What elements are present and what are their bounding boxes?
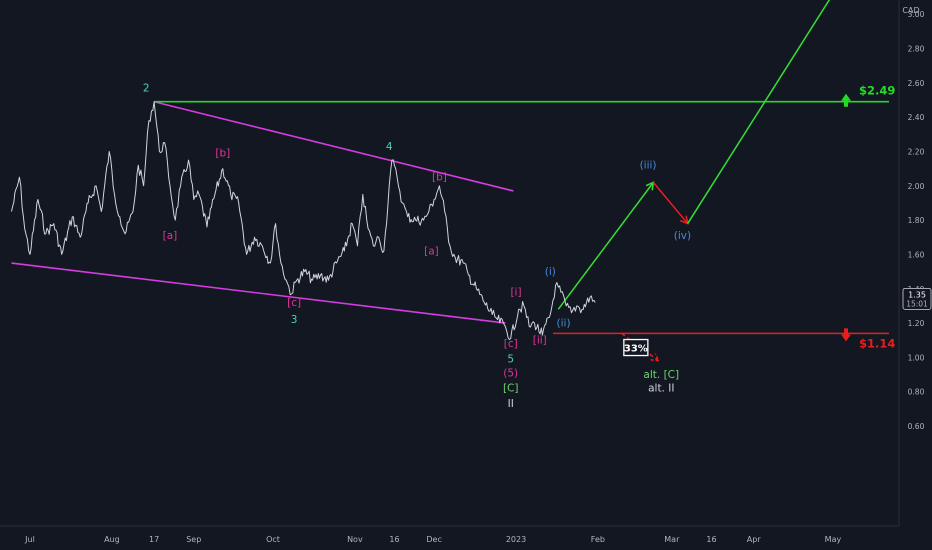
wave-label: alt. [C] [643, 369, 679, 381]
time-tick-label: 2023 [506, 535, 526, 544]
wave-label: 3 [291, 314, 298, 326]
wave-label: [C] [503, 383, 519, 395]
time-tick-label: Dec [426, 535, 441, 544]
wave-label: (iv) [674, 230, 691, 242]
time-tick-label: Oct [266, 535, 280, 544]
wave-label: (ii) [557, 318, 571, 330]
price-tick-label: 2.00 [908, 182, 925, 191]
price-tick-label: 3.00 [908, 10, 925, 19]
price-tick-label: 1.20 [908, 319, 925, 328]
time-tick-label: Feb [591, 535, 605, 544]
arrow-down-icon [841, 328, 851, 342]
time-tick-label: 17 [149, 535, 159, 544]
price-tick-label: 0.80 [908, 388, 925, 397]
time-tick-label: 16 [706, 535, 716, 544]
time-tick-label: Apr [747, 535, 762, 544]
last-price-tag[interactable] [902, 287, 932, 310]
time-tick-label: Jul [24, 535, 35, 544]
price-series-layer [11, 101, 596, 341]
wave-label: [a] [163, 230, 178, 242]
price-tick-label: 2.80 [908, 45, 925, 54]
wave-label: (5) [503, 367, 518, 379]
time-tick-label: May [825, 535, 842, 544]
wave-label: (i) [545, 266, 556, 278]
time-tick-label: Sep [186, 535, 201, 544]
last-price-value: 1.35 [908, 290, 926, 299]
projection-line [652, 181, 689, 225]
projection-arrowhead [650, 353, 660, 362]
projection-line [687, 0, 831, 224]
time-tick-label: Aug [104, 535, 120, 544]
wave-label: [c] [504, 338, 518, 350]
price-line[interactable] [11, 101, 596, 341]
wave-label: [i] [510, 287, 521, 299]
wedge-trendline [153, 100, 514, 192]
wedge-trendline [11, 262, 506, 324]
time-tick-label: 16 [389, 535, 399, 544]
wave-label: [a] [424, 245, 439, 257]
wave-label: [b] [215, 148, 230, 160]
price-tick-label: 1.60 [908, 250, 925, 259]
wave-label: 5 [507, 354, 514, 366]
probability-box [623, 338, 649, 357]
wave-labels-layer: 2 [b] [a] [c] 3 4 [b] [a] [i] (i) [c] [ii] (ii) 5(5) [… [143, 82, 691, 410]
currency-label: CAD [902, 6, 919, 15]
price-tick-label: 1.80 [908, 216, 925, 225]
arrow-up-icon [841, 93, 851, 107]
drawing-layer: $2.49 $1.14 [11, 0, 895, 362]
last-price-time: 15:01 [906, 299, 928, 308]
wave-label: [b] [432, 172, 447, 184]
level-label: $1.14 [859, 336, 895, 350]
price-tick-label: 1.00 [908, 353, 925, 362]
wave-label: alt. II [648, 383, 674, 395]
price-tick-label: 2.20 [908, 147, 925, 156]
projection-line [557, 181, 654, 310]
wave-label: (iii) [640, 160, 657, 172]
wave-label: 2 [143, 82, 150, 94]
wave-label: II [508, 398, 514, 410]
price-axis[interactable]: 0.600.801.001.201.401.601.802.002.202.40… [902, 0, 932, 431]
wave-label: 4 [386, 141, 393, 153]
price-tick-label: 2.40 [908, 113, 925, 122]
price-tick-label: 2.60 [908, 79, 925, 88]
price-tick-label: 0.60 [908, 422, 925, 431]
wave-label: [ii] [533, 335, 547, 347]
probability-label: 33% [624, 344, 648, 355]
time-tick-label: Nov [347, 535, 363, 544]
time-tick-label: Mar [664, 535, 680, 544]
wave-label: [c] [287, 297, 301, 309]
time-axis[interactable]: Jul Aug 17 Sep Oct Nov 16 Dec 2023 Feb Mar 16 Apr May [24, 535, 841, 544]
level-label: $2.49 [859, 84, 895, 98]
